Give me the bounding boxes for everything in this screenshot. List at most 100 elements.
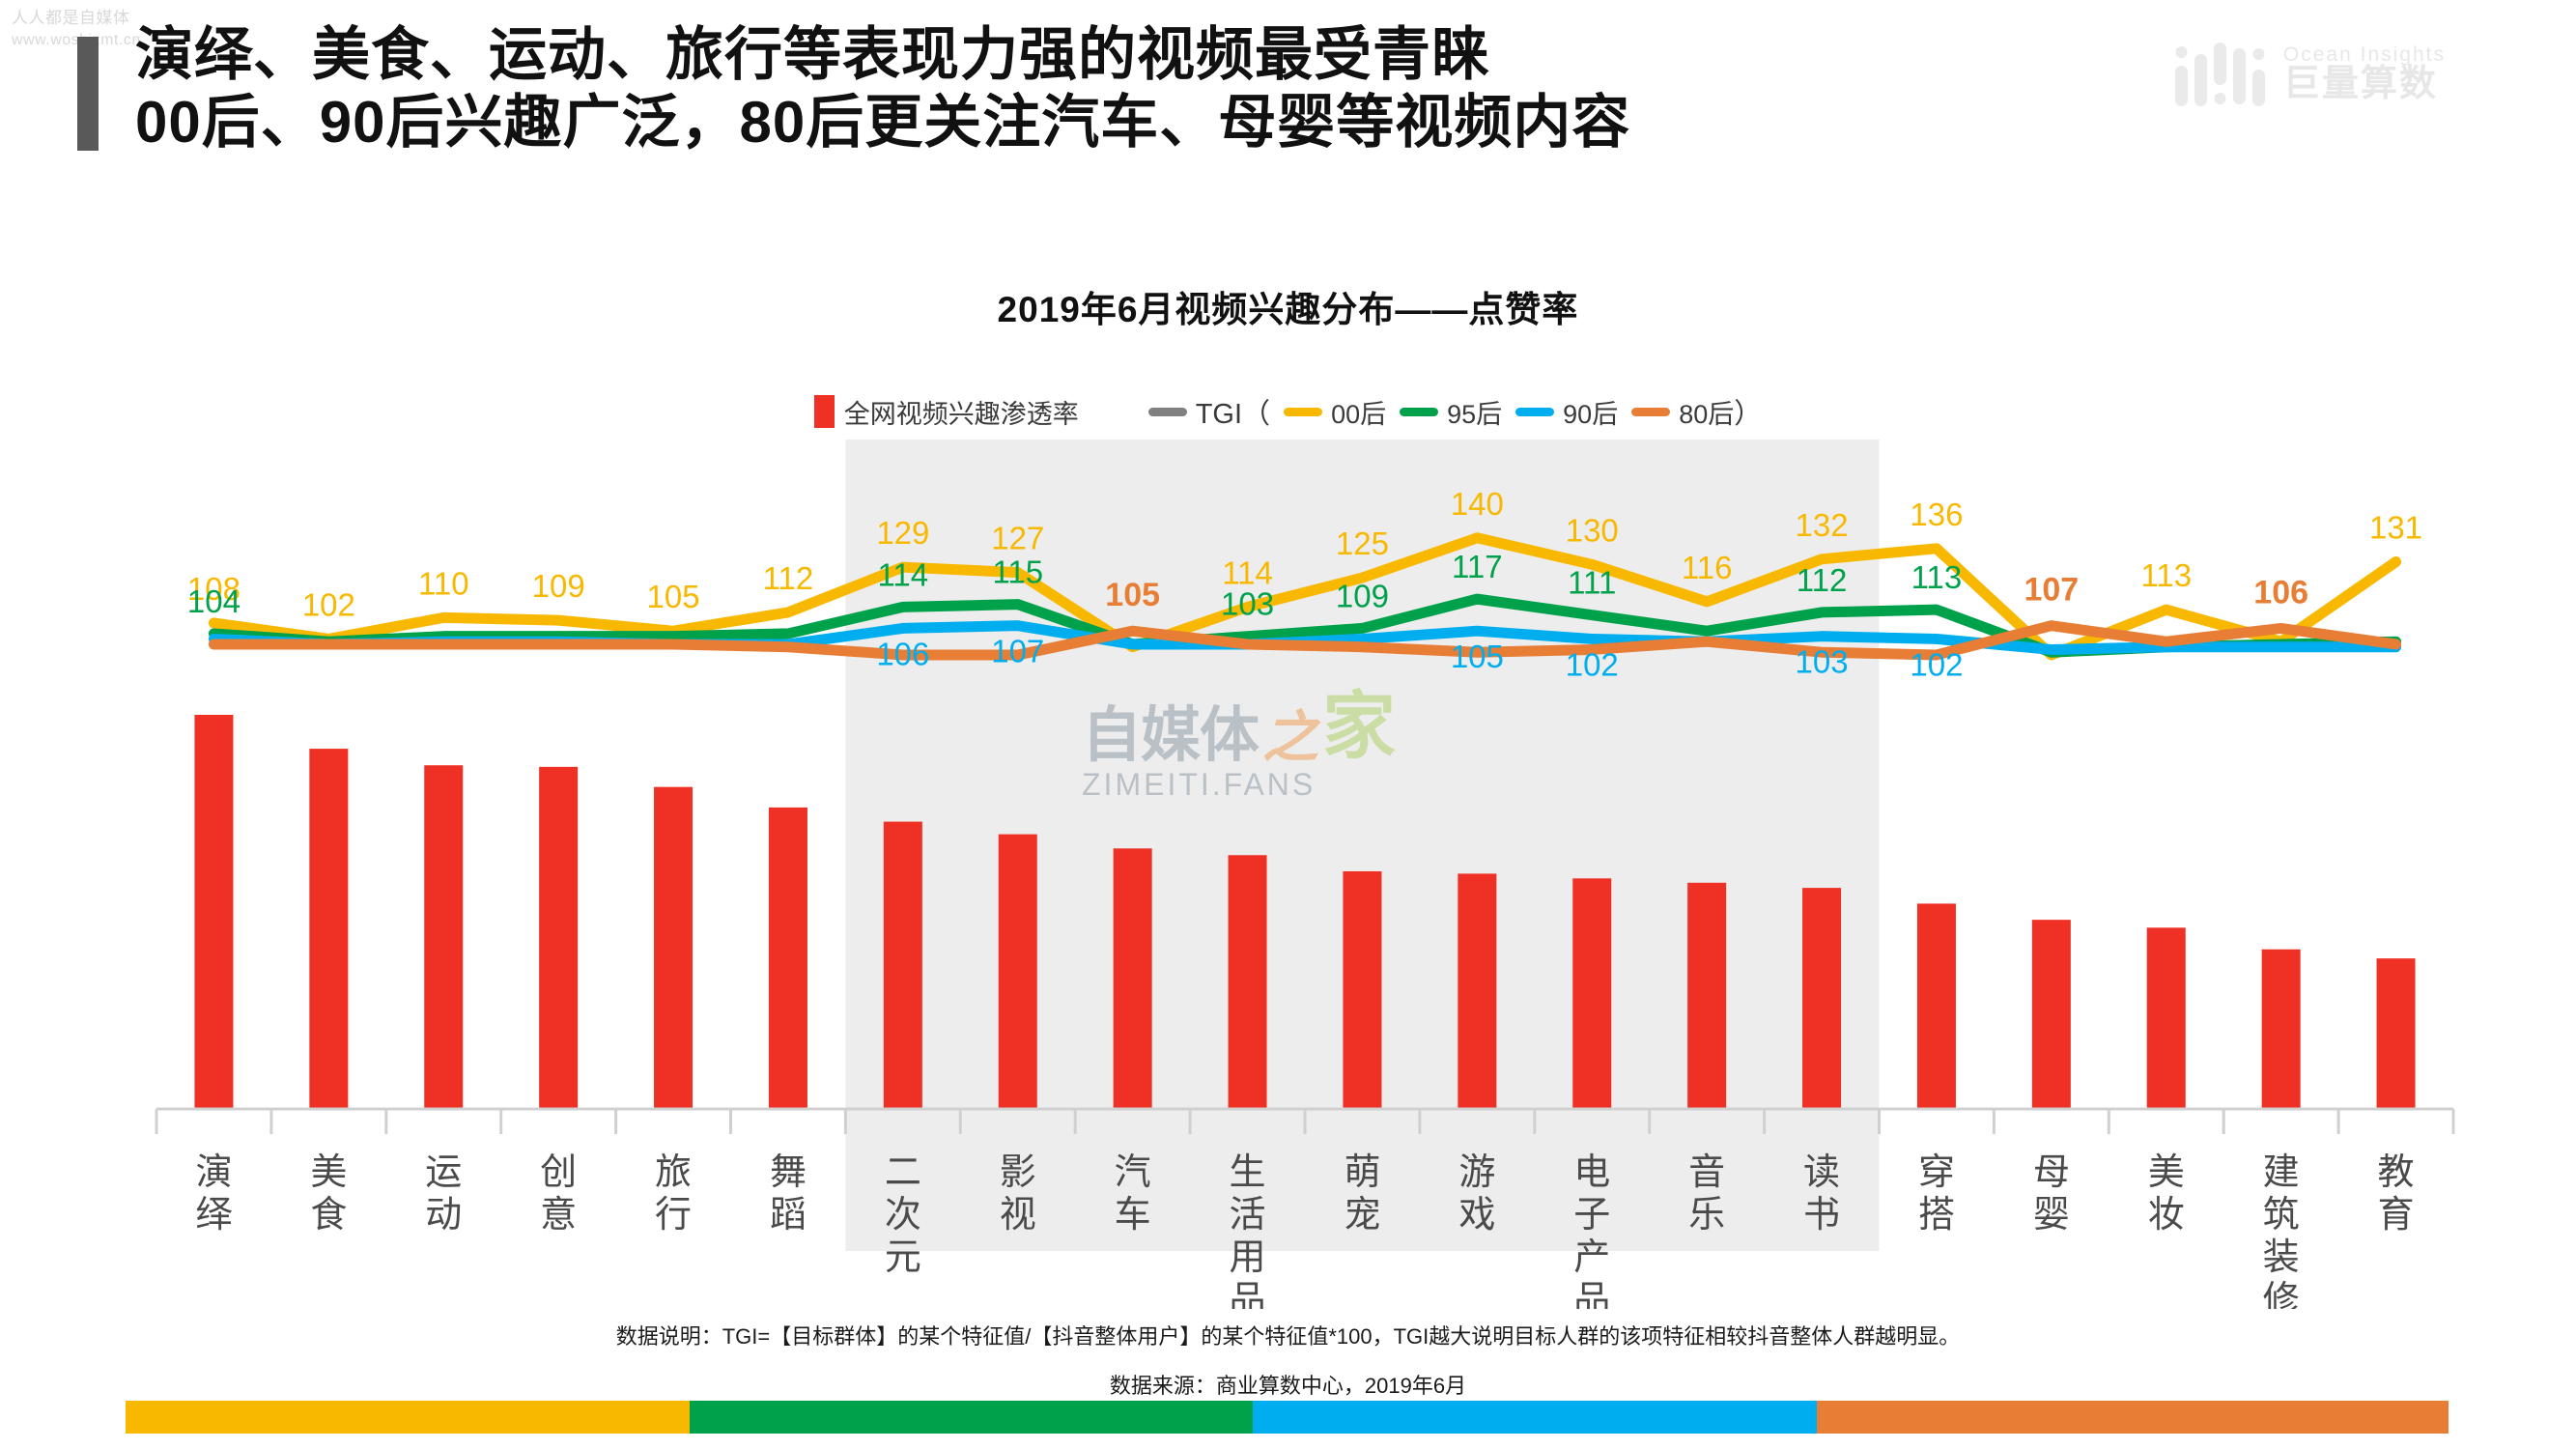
bar-萌宠[interactable] <box>1343 870 1382 1109</box>
data-label-95后-影视: 115 <box>992 554 1043 590</box>
svg-text:意: 意 <box>540 1195 577 1236</box>
bar-影视[interactable] <box>998 834 1037 1109</box>
x-axis-label-二次元: 二次元 <box>885 1152 921 1278</box>
bar-音乐[interactable] <box>1687 882 1727 1109</box>
data-label-95后-穿搭: 113 <box>1911 559 1963 595</box>
svg-text:修: 修 <box>2263 1280 2300 1309</box>
svg-text:音: 音 <box>1688 1152 1725 1193</box>
bar-运动[interactable] <box>424 765 464 1109</box>
svg-text:母: 母 <box>2033 1152 2070 1193</box>
svg-text:次: 次 <box>885 1195 921 1236</box>
svg-text:育: 育 <box>2378 1195 2415 1236</box>
data-label-00后-影视: 127 <box>991 521 1044 556</box>
svg-text:用: 用 <box>1230 1237 1266 1278</box>
header-accent-bar <box>77 37 99 151</box>
page-title: 演绎、美食、运动、旅行等表现力强的视频最受青睐 00后、90后兴趣广泛，80后更… <box>135 21 2135 156</box>
data-label-95后-游戏: 117 <box>1452 549 1503 584</box>
x-axis-label-母婴: 母婴 <box>2033 1152 2070 1236</box>
x-axis-label-美食: 美食 <box>310 1152 347 1236</box>
x-axis-label-旅行: 旅行 <box>655 1152 692 1236</box>
svg-text:戏: 戏 <box>1458 1195 1495 1236</box>
bar-电子产品[interactable] <box>1572 878 1612 1109</box>
data-label-90后-游戏: 105 <box>1451 639 1504 674</box>
x-axis-label-读书: 读书 <box>1803 1152 1840 1236</box>
bar-二次元[interactable] <box>883 821 922 1109</box>
data-label-00后-生活用品: 114 <box>1222 554 1273 590</box>
svg-text:蹈: 蹈 <box>770 1195 807 1236</box>
x-axis-label-演绎: 演绎 <box>195 1152 232 1236</box>
bar-生活用品[interactable] <box>1228 855 1267 1109</box>
svg-text:旅: 旅 <box>655 1152 692 1193</box>
data-label-00后-美妆: 113 <box>2140 557 2192 593</box>
svg-text:食: 食 <box>310 1195 347 1236</box>
legend-item-80hou[interactable]: 80后 ） <box>1618 391 1762 432</box>
legend-item-bar[interactable]: 全网视频兴趣渗透率 <box>813 393 1079 431</box>
svg-text:演: 演 <box>195 1152 232 1193</box>
interest-distribution-chart: 108 102 110 109 105 112 129 127 114 125 140 130 116 1… <box>155 440 2455 1309</box>
legend-label-80hou: 80后 <box>1679 399 1735 429</box>
legend-line-icon-90hou <box>1515 407 1555 416</box>
data-label-90后-二次元: 106 <box>876 636 929 671</box>
legend-item-00hou[interactable]: 00后 <box>1270 393 1386 431</box>
bar-美食[interactable] <box>309 749 349 1109</box>
bar-旅行[interactable] <box>654 786 694 1109</box>
svg-text:美: 美 <box>2148 1152 2185 1193</box>
line-series-80后[interactable] <box>208 620 2402 661</box>
legend-item-95hou[interactable]: 95后 <box>1386 393 1502 431</box>
svg-text:二: 二 <box>885 1152 921 1193</box>
data-label-80后-汽车: 105 <box>1105 577 1160 613</box>
strip-segment-1 <box>126 1401 690 1434</box>
highlight-band-2 <box>1075 440 1880 1251</box>
corner-watermark: 人人都是自媒体 www.woshizmt.cn <box>12 8 141 51</box>
bar-读书[interactable] <box>1802 888 1842 1109</box>
svg-text:美: 美 <box>310 1152 347 1193</box>
data-label-90后-影视: 107 <box>991 634 1044 669</box>
bar-汽车[interactable] <box>1113 848 1152 1109</box>
brand-name-cn: 巨量算数 <box>2282 64 2438 105</box>
data-label-00后-读书: 132 <box>1796 507 1849 543</box>
svg-text:舞: 舞 <box>770 1152 807 1193</box>
corner-watermark-line1: 人人都是自媒体 <box>12 9 130 27</box>
svg-text:筑: 筑 <box>2263 1195 2300 1236</box>
bar-建筑装修[interactable] <box>2261 949 2301 1109</box>
svg-text:书: 书 <box>1803 1195 1840 1236</box>
data-label-00后-美食: 102 <box>302 586 355 622</box>
svg-text:创: 创 <box>540 1152 577 1193</box>
bar-美妆[interactable] <box>2146 927 2186 1109</box>
bar-教育[interactable] <box>2376 958 2416 1109</box>
svg-text:绎: 绎 <box>195 1195 232 1236</box>
data-label-95后-生活用品: 103 <box>1221 586 1274 622</box>
brand-text: Ocean Insights 巨量算数 <box>2282 43 2446 105</box>
svg-text:穿: 穿 <box>1918 1152 1955 1193</box>
bar-游戏[interactable] <box>1458 873 1497 1109</box>
svg-text:视: 视 <box>1000 1195 1036 1236</box>
x-axis-label-舞蹈: 舞蹈 <box>770 1152 807 1236</box>
data-label-00后-演绎: 108 <box>187 571 241 607</box>
footnote-source: 数据来源：商业算数中心，2019年6月 <box>1109 1374 1467 1398</box>
data-label-00后-萌宠: 125 <box>1336 526 1389 561</box>
brand-logo: Ocean Insights 巨量算数 <box>2173 37 2446 112</box>
data-label-00后-创意: 109 <box>532 568 585 604</box>
legend-item-90hou[interactable]: 90后 <box>1502 393 1618 431</box>
legend-bar-swatch-icon <box>813 395 835 428</box>
bar-演绎[interactable] <box>194 715 234 1109</box>
bar-舞蹈[interactable] <box>768 807 807 1109</box>
legend-item-tgi: TGI（ <box>1147 391 1270 432</box>
bar-母婴[interactable] <box>2031 920 2071 1109</box>
data-label-90后-读书: 103 <box>1796 644 1849 680</box>
data-label-90后-电子产品: 102 <box>1566 646 1619 682</box>
x-axis-label-萌宠: 萌宠 <box>1344 1152 1380 1236</box>
page-title-line2: 00后、90后兴趣广泛，80后更关注汽车、母婴等视频内容 <box>135 90 1631 156</box>
x-axis-label-教育: 教育 <box>2378 1152 2415 1236</box>
data-label-00后-旅行: 105 <box>647 579 700 614</box>
line-series-00后[interactable] <box>208 532 2402 661</box>
data-label-95后-读书: 112 <box>1797 562 1848 598</box>
x-axis-label-游戏: 游戏 <box>1458 1152 1495 1236</box>
svg-text:乐: 乐 <box>1688 1195 1725 1236</box>
data-label-00后-舞蹈: 112 <box>763 560 814 596</box>
bar-穿搭[interactable] <box>1916 903 1956 1109</box>
bar-创意[interactable] <box>539 766 579 1109</box>
